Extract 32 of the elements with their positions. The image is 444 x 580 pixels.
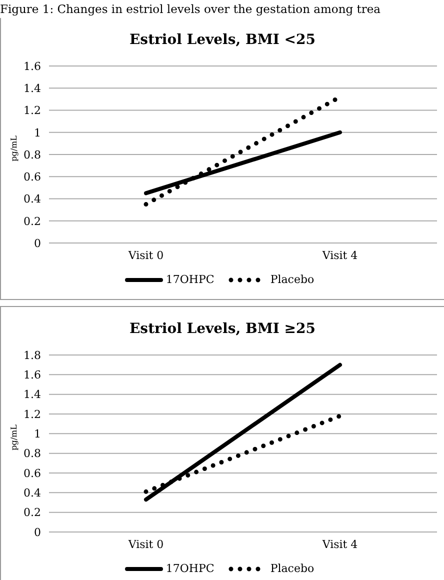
chart-title: Estriol Levels, BMI ≥25 bbox=[128, 320, 316, 339]
y-tick-label: 1.2 bbox=[24, 408, 41, 421]
y-tick-label: 0.6 bbox=[24, 170, 41, 184]
x-tick-label: Visit 0 bbox=[127, 538, 164, 551]
legend-label: 17OHPC bbox=[166, 273, 214, 286]
y-tick-label: 1.6 bbox=[24, 60, 41, 73]
legend-label: Placebo bbox=[270, 273, 314, 286]
y-axis-title: pg/mL bbox=[10, 135, 18, 161]
y-tick-label: 0.2 bbox=[24, 214, 41, 228]
y-tick-label: 1 bbox=[34, 126, 41, 140]
y-tick-label: 1.4 bbox=[24, 388, 41, 402]
y-tick-label: 0.8 bbox=[24, 148, 41, 162]
y-tick-label: 1.2 bbox=[24, 104, 41, 118]
y-tick-label: 0 bbox=[34, 526, 41, 539]
y-tick-label: 1.8 bbox=[24, 348, 41, 362]
y-tick-label: 0.4 bbox=[24, 486, 41, 500]
caption: Figure 1: Changes in estriol levels over the gestation among trea bbox=[0, 1, 382, 18]
y-tick-label: 0.4 bbox=[24, 192, 41, 206]
x-tick-label: Visit 4 bbox=[321, 248, 358, 262]
legend-label: Placebo bbox=[270, 562, 314, 575]
y-axis-title: pg/mL bbox=[10, 424, 18, 450]
legend-label: 17OHPC bbox=[166, 562, 214, 575]
y-tick-label: 0.6 bbox=[24, 466, 41, 480]
chart-title: Estriol Levels, BMI <25 bbox=[128, 31, 316, 50]
y-tick-label: 1.4 bbox=[24, 82, 41, 96]
x-tick-label: Visit 4 bbox=[321, 538, 358, 551]
y-tick-label: 1 bbox=[34, 428, 41, 441]
y-tick-label: 1.6 bbox=[24, 368, 41, 382]
x-tick-label: Visit 0 bbox=[127, 248, 164, 262]
y-tick-label: 0 bbox=[34, 236, 41, 250]
y-tick-label: 0.8 bbox=[24, 447, 41, 460]
y-tick-label: 0.2 bbox=[24, 506, 41, 520]
